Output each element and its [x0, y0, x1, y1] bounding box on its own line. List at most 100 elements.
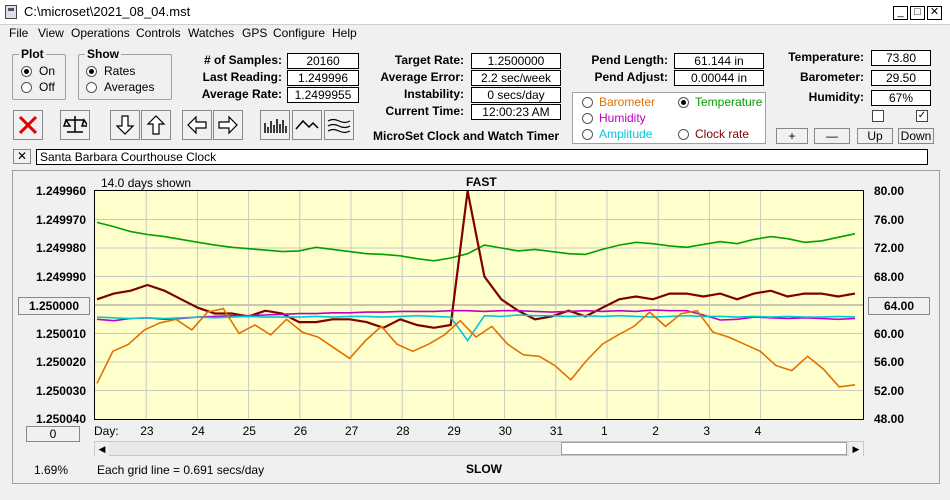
x-tick-label: 4	[754, 424, 762, 438]
time-scrollbar[interactable]: ◀ ▶	[94, 441, 864, 456]
scale-icon	[63, 116, 87, 133]
plot-area	[94, 190, 864, 420]
menu-watches[interactable]: Watches	[188, 26, 235, 40]
right-checkbox[interactable]: ✓	[916, 110, 928, 122]
x-tick-label: 24	[191, 424, 205, 438]
barometer-label: Barometer:	[799, 70, 864, 84]
close-watch-button[interactable]: ✕	[13, 149, 31, 164]
close-window-button[interactable]: ✕	[927, 6, 942, 20]
humidity-option-label: Humidity	[599, 111, 646, 125]
arrow-right-button[interactable]	[213, 110, 243, 140]
right-tick-label: 80.00	[874, 184, 905, 198]
average-rate-label: Average Rate:	[201, 87, 282, 101]
menu-file[interactable]: File	[9, 26, 29, 40]
show-rates-radio[interactable]	[86, 66, 97, 77]
clear-button[interactable]	[13, 110, 43, 140]
scroll-right-arrow[interactable]: ▶	[849, 442, 863, 456]
arrow-up-icon	[146, 115, 166, 135]
left-tick-label: 1.250010	[35, 326, 86, 341]
average-error-field: 2.2 sec/week	[471, 70, 561, 86]
amplitude-option-label: Amplitude	[599, 127, 653, 141]
x-tick-label: 25	[242, 424, 256, 438]
pend-length-field: 61.144 in	[674, 53, 764, 69]
plot-on-radio[interactable]	[21, 66, 32, 77]
x-tick-label: 31	[549, 424, 564, 438]
series-temperature	[96, 221, 856, 262]
clock-rate-option-label: Clock rate	[695, 127, 750, 141]
samples-label: # of Samples:	[203, 53, 282, 67]
series-clock-rate	[96, 190, 856, 329]
show-rates-label: Rates	[104, 64, 136, 78]
target-rate-field[interactable]: 1.2500000	[471, 53, 561, 69]
percent-label: 1.69%	[34, 463, 69, 477]
left-tick-label: 1.249960	[35, 184, 86, 198]
series-amplitude	[96, 314, 856, 342]
pend-adjust-field: 0.00044 in	[674, 70, 764, 86]
left-tick-label: 1.250040	[35, 412, 86, 426]
arrow-up-button[interactable]	[141, 110, 171, 140]
menu-configure[interactable]: Configure	[273, 26, 326, 40]
x-tick-label: 29	[447, 424, 461, 438]
menu-help[interactable]: Help	[332, 26, 357, 40]
menu-controls[interactable]: Controls	[136, 26, 181, 40]
left-tick-label: 1.250030	[35, 383, 86, 398]
line-graph-button[interactable]	[292, 110, 322, 140]
clock-rate-radio[interactable]	[678, 129, 689, 140]
humidity-radio[interactable]	[582, 113, 593, 124]
left-checkbox[interactable]	[872, 110, 884, 122]
grid-note-label: Each grid line = 0.691 secs/day	[97, 463, 265, 477]
target-rate-label: Target Rate:	[394, 53, 464, 67]
scroll-left-arrow[interactable]: ◀	[95, 442, 109, 456]
menu-gps[interactable]: GPS	[242, 26, 268, 40]
right-tick-label: 48.00	[874, 412, 905, 426]
minus-button[interactable]: —	[814, 128, 850, 144]
x-tick-label: 23	[140, 424, 154, 438]
amplitude-radio[interactable]	[582, 129, 593, 140]
watch-name-field[interactable]: Santa Barbara Courthouse Clock	[36, 149, 928, 165]
multi-line-icon	[327, 118, 351, 134]
maximize-button[interactable]: □	[910, 6, 925, 20]
app-subtitle: MicroSet Clock and Watch Timer	[373, 129, 560, 143]
left-center-value-button[interactable]: 1.250000	[18, 297, 90, 315]
temperature-radio[interactable]	[678, 97, 689, 108]
current-time-field: 12:00:23 AM	[471, 104, 561, 120]
show-averages-radio[interactable]	[86, 82, 97, 93]
plot-off-radio[interactable]	[21, 82, 32, 93]
current-time-label: Current Time:	[385, 104, 464, 118]
left-tick-label: 1.249970	[35, 212, 86, 227]
arrow-right-icon	[218, 115, 238, 135]
menu-operations[interactable]: Operations	[71, 26, 130, 40]
multi-line-button[interactable]	[324, 110, 354, 140]
window-title: C:\microset\2021_08_04.mst	[24, 4, 191, 19]
down-button[interactable]: Down	[898, 128, 934, 144]
days-shown-label: 14.0 days shown	[101, 176, 192, 190]
plot-group: Plot	[12, 47, 66, 100]
up-button[interactable]: Up	[857, 128, 893, 144]
show-group: Show	[78, 47, 172, 100]
balance-button[interactable]	[60, 110, 90, 140]
scrollbar-thumb[interactable]	[561, 442, 847, 455]
right-tick-label: 76.00	[874, 212, 905, 227]
right-tick-label: 60.00	[874, 326, 905, 341]
plus-button[interactable]: +	[776, 128, 808, 144]
slow-label: SLOW	[466, 462, 502, 476]
arrow-down-button[interactable]	[110, 110, 140, 140]
plot-group-title: Plot	[19, 47, 46, 61]
x-tick-label: 3	[703, 424, 711, 438]
x-tick-label: 30	[498, 424, 512, 438]
arrow-left-icon	[187, 115, 207, 135]
menu-view[interactable]: View	[38, 26, 64, 40]
bar-graph-button[interactable]	[260, 110, 290, 140]
right-tick-label: 56.00	[874, 355, 905, 369]
chart-panel	[12, 170, 940, 484]
minimize-button[interactable]: _	[893, 6, 908, 20]
right-center-value-button[interactable]: 64.00	[868, 297, 930, 315]
zero-button[interactable]: 0	[26, 426, 80, 442]
app-icon	[5, 5, 17, 19]
last-reading-field: 1.249996	[287, 70, 359, 86]
plot-on-label: On	[39, 64, 56, 78]
x-tick-label: 26	[293, 424, 308, 438]
arrow-left-button[interactable]	[182, 110, 212, 140]
barometer-radio[interactable]	[582, 97, 593, 108]
title-bar: C:\microset\2021_08_04.mst _ □ ✕	[0, 0, 950, 25]
